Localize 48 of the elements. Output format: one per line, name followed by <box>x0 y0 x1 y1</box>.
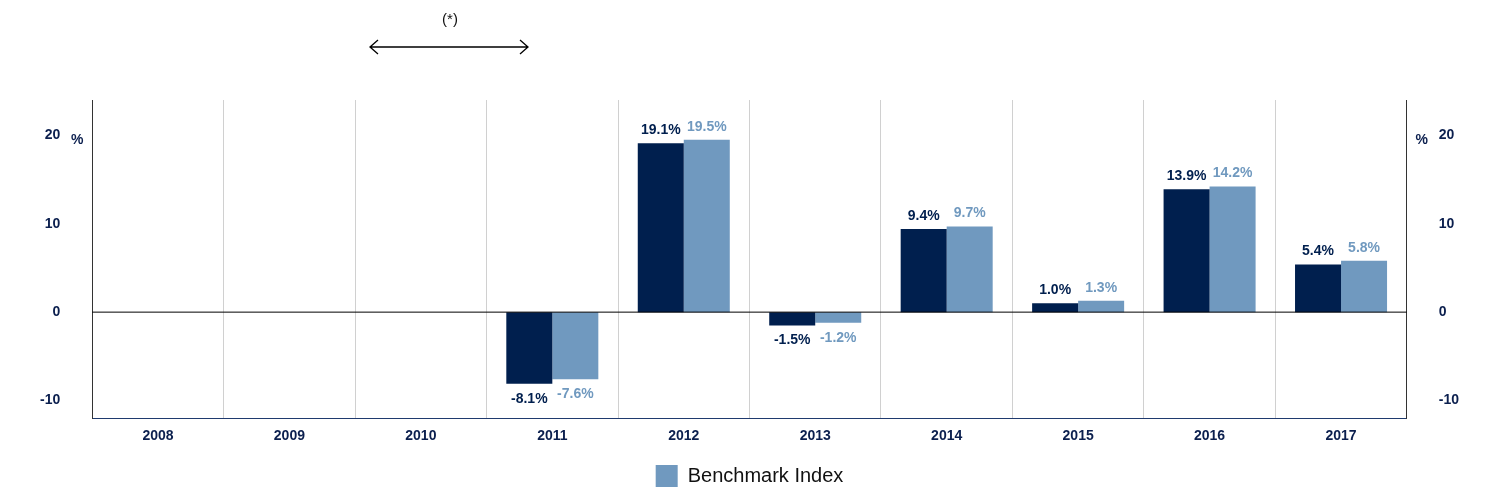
y-axis-title: % <box>71 131 85 148</box>
y-tick-label: 20 <box>44 126 61 143</box>
x-tick-label: 2012 <box>668 427 700 444</box>
x-tick-label: 2009 <box>273 427 306 444</box>
x-tick-label: 2016 <box>1194 427 1226 444</box>
bar <box>900 229 947 313</box>
legend-label: Benchmark Index <box>687 463 844 486</box>
bar <box>683 139 730 313</box>
data-label: 5.4% <box>1302 242 1335 259</box>
data-label: 1.3% <box>1085 278 1118 295</box>
bar <box>1341 260 1388 313</box>
x-tick-label: 2015 <box>1062 427 1094 444</box>
data-label: 19.5% <box>686 117 728 134</box>
y2-tick-label: 10 <box>1438 214 1455 231</box>
data-label: -8.1% <box>511 389 549 406</box>
x-tick-label: 2017 <box>1325 427 1357 444</box>
data-label: 5.8% <box>1348 238 1381 255</box>
data-label: 14.2% <box>1212 164 1253 181</box>
y2-tick-label: -10 <box>1438 391 1460 408</box>
bar <box>552 312 599 380</box>
y2-axis-title: % <box>1415 131 1429 148</box>
data-label: 1.0% <box>1039 281 1072 298</box>
bar <box>1209 186 1256 313</box>
bar <box>1295 264 1342 313</box>
data-label: 13.9% <box>1166 167 1207 184</box>
y2-tick-label: 0 <box>1438 302 1447 319</box>
bar <box>1163 189 1210 313</box>
x-tick-label: 2013 <box>799 427 832 444</box>
x-tick-label: 2010 <box>405 427 437 444</box>
bar <box>769 312 816 326</box>
bar <box>506 312 553 384</box>
y-tick-label: -10 <box>40 391 61 408</box>
data-label: 9.4% <box>907 206 941 223</box>
data-label: -1.2% <box>819 328 858 345</box>
data-label: -1.5% <box>773 331 812 348</box>
bar <box>637 143 684 313</box>
data-label: -7.6% <box>557 385 595 402</box>
y-tick-label: 0 <box>52 302 61 319</box>
data-label: 19.1% <box>640 121 682 138</box>
text: (*) <box>441 10 459 27</box>
bar <box>946 226 993 313</box>
x-tick-label: 2008 <box>142 427 174 444</box>
y-tick-label: 10 <box>44 214 61 231</box>
x-tick-label: 2014 <box>931 427 963 444</box>
x-tick-label: 2011 <box>537 427 568 444</box>
y2-tick-label: 20 <box>1438 126 1455 143</box>
data-label: 9.7% <box>953 204 987 221</box>
bar <box>815 312 862 323</box>
